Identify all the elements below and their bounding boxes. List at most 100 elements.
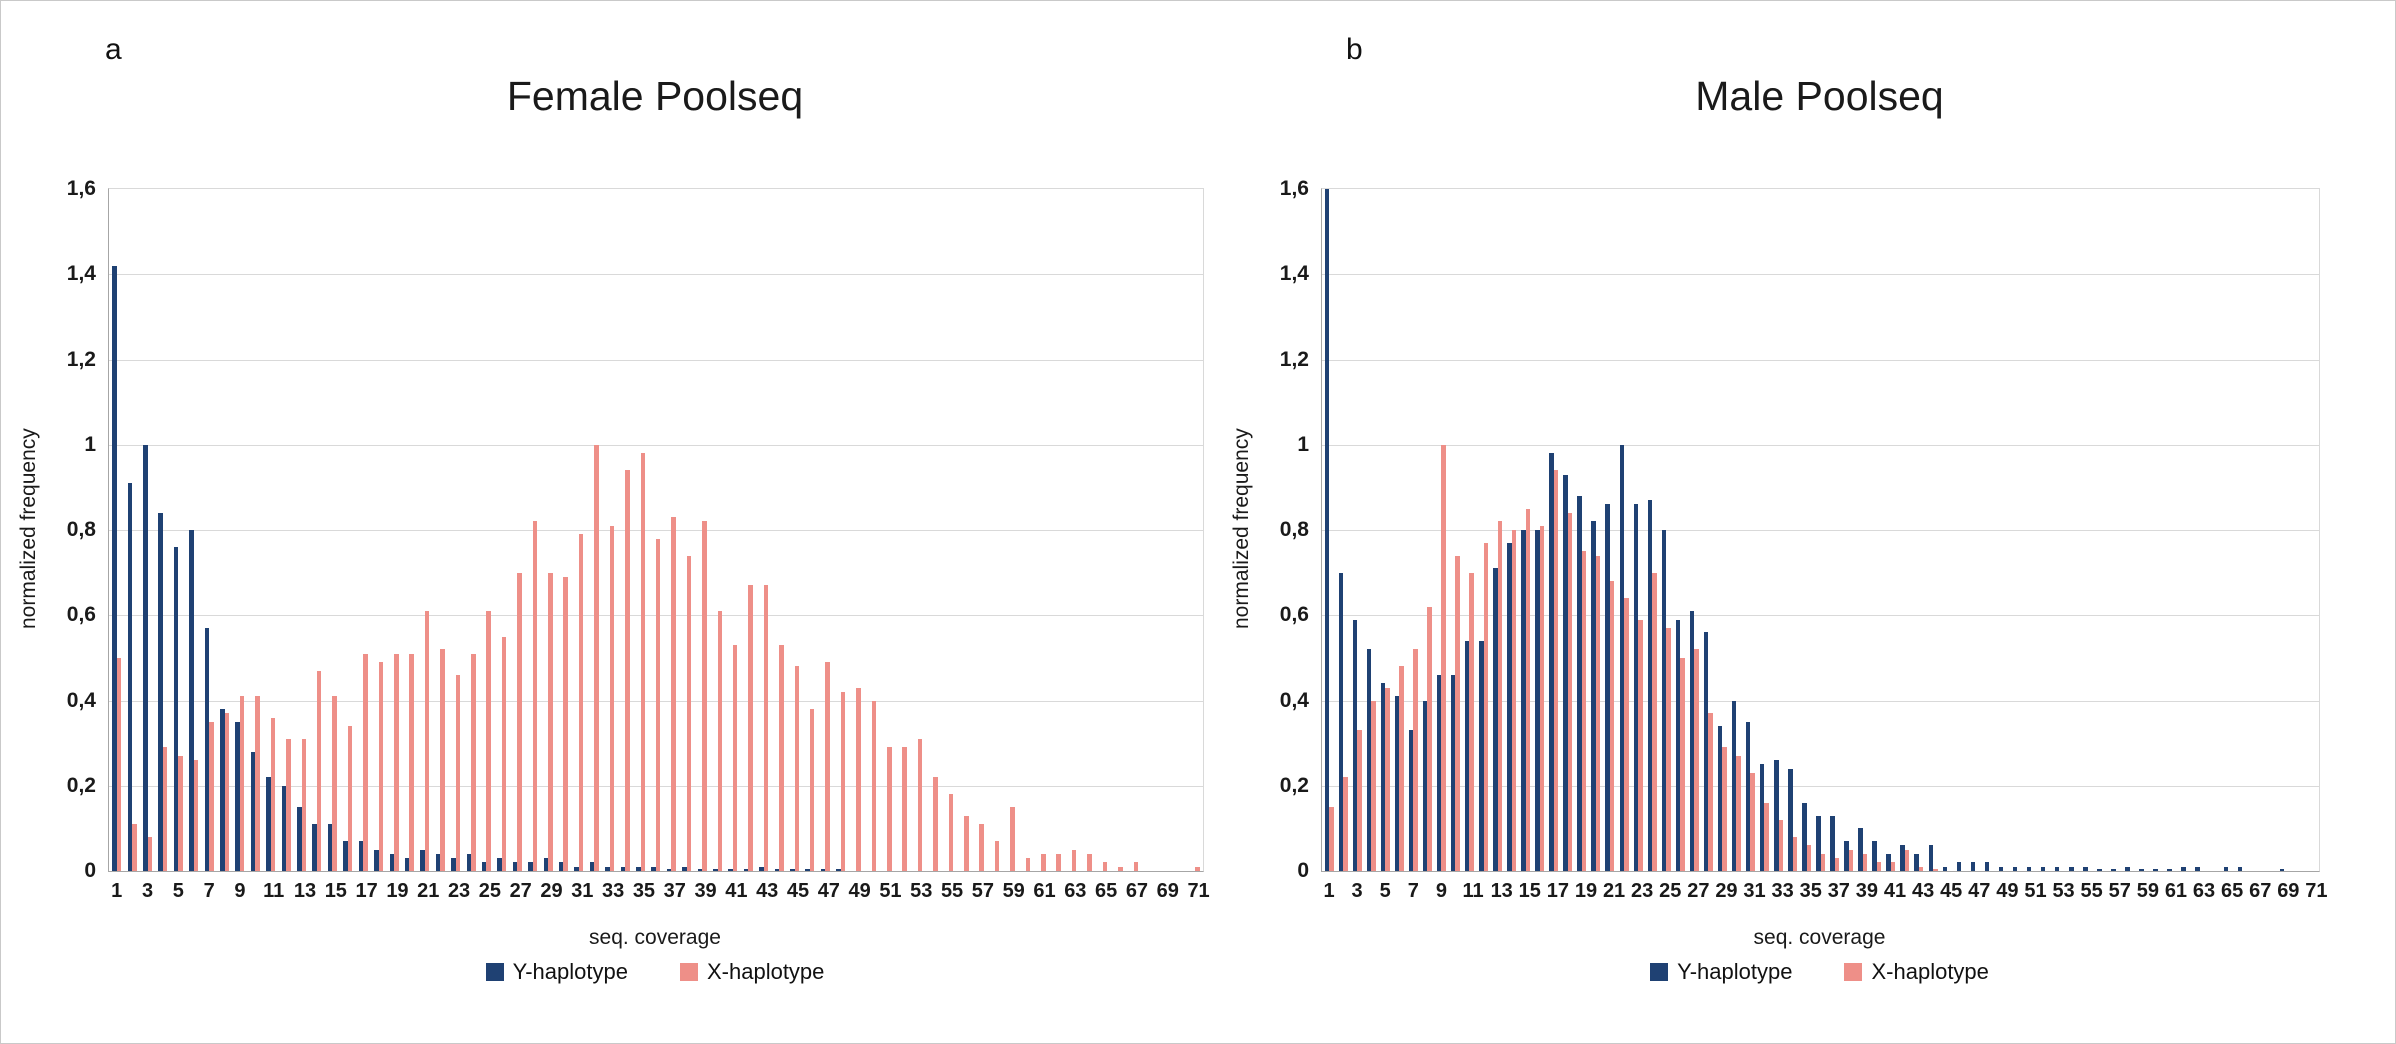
y-haplotype-bar (790, 868, 795, 871)
x-axis-ticks: 1 3 5 7 9 11 13 15 17 19 21 23 25 27 29 31 33 35 37 39 41 43 4… (1322, 880, 2327, 903)
x-haplotype-bar (1862, 853, 1868, 871)
y-haplotype-bar (1324, 189, 1330, 871)
y-haplotype-bar (481, 862, 487, 871)
x-haplotype-bar (1427, 606, 1432, 871)
bar-group (664, 189, 679, 871)
bar-group (1982, 189, 1996, 871)
y-haplotype-bar (2026, 866, 2032, 871)
y-haplotype-bar (759, 866, 764, 871)
plot-area-male: 1,6 1,4 1,2 1 0,8 0,6 0,4 0,2 0 1 3 5 7 9 11 13 15 17 19 21… (1280, 177, 2328, 902)
legend-label: X-haplotype (706, 959, 825, 984)
x-tick-label (556, 880, 571, 903)
bar-group (1673, 189, 1687, 871)
y-haplotype-bar (451, 858, 456, 871)
x-tick-label (1757, 880, 1771, 903)
x-tick-label: 59 (1002, 880, 1025, 902)
x-haplotype-bar (1778, 819, 1784, 871)
x-tick-label: 61 (2164, 880, 2188, 902)
y-tick-label: 1 (84, 432, 96, 456)
x-tick-label (1617, 880, 1631, 903)
y-haplotype-bar (728, 868, 733, 871)
y-haplotype-bar (1942, 866, 1948, 871)
x-tick-label: 45 (1940, 880, 1963, 902)
x-tick-label (1141, 880, 1156, 903)
bar-group (1645, 189, 1659, 871)
x-haplotype-bar (640, 453, 646, 871)
x-tick-label: 51 (2024, 880, 2047, 902)
x-haplotype-bar (1455, 555, 1460, 871)
panel-label-b: b (1346, 33, 1363, 66)
bar-group (1448, 189, 1462, 871)
x-axis-title: seq. coverage (589, 926, 721, 949)
bar-group (1322, 189, 1336, 871)
x-haplotype-bar (1041, 853, 1046, 871)
bar-group (217, 189, 232, 871)
y-haplotype-bar (697, 868, 703, 871)
x-tick-label (1364, 880, 1378, 903)
legend-item-y-haplotype: Y-haplotype (485, 959, 628, 985)
x-tick-label (494, 880, 509, 903)
x-tick-label (1018, 880, 1033, 903)
panel-label-a: a (105, 33, 122, 66)
y-haplotype-bar (374, 849, 379, 871)
x-tick-label: 43 (1911, 880, 1935, 902)
x-tick-label (2179, 880, 2193, 903)
y-haplotype-bar (1970, 862, 1976, 871)
x-tick-label (2038, 880, 2052, 903)
x-tick-label (833, 880, 848, 903)
y-haplotype-bar (1366, 649, 1372, 871)
y-haplotype-bar (1858, 828, 1863, 871)
y-haplotype-bar (189, 530, 194, 871)
x-tick-label (2291, 880, 2305, 903)
x-tick-label (463, 880, 478, 903)
x-tick-label (710, 880, 725, 903)
x-haplotype-bar (455, 674, 461, 871)
x-tick-label (1477, 880, 1491, 903)
x-haplotype-bar (532, 521, 538, 871)
y-haplotype-bar (2097, 868, 2102, 871)
x-tick-label: 27 (1687, 880, 1710, 902)
x-tick-label (864, 880, 879, 903)
x-tick-label (1533, 880, 1547, 903)
bar-group (956, 189, 971, 871)
x-haplotype-bar (548, 572, 553, 871)
bar-group (510, 189, 525, 871)
y-haplotype-bar (127, 483, 133, 871)
x-haplotype-bar (1056, 853, 1061, 871)
x-haplotype-bar (147, 836, 153, 871)
x-tick-label (340, 880, 355, 903)
bar-group (540, 189, 555, 871)
x-haplotype-bar (1694, 649, 1699, 871)
bar-group (340, 189, 355, 871)
y-haplotype-bar (820, 868, 826, 871)
y-haplotype-bar (1689, 611, 1695, 871)
x-tick-label: 53 (910, 880, 933, 902)
y-haplotype-bar (1788, 768, 1793, 871)
bar-group (1968, 189, 1982, 871)
bar-group (294, 189, 309, 871)
x-tick-label: 33 (602, 880, 625, 902)
bar-group (1519, 189, 1533, 871)
x-haplotype-bar (1736, 755, 1741, 871)
x-haplotype-bar (779, 645, 784, 871)
y-haplotype-bar (2279, 868, 2285, 871)
y-haplotype-bar (1844, 841, 1849, 871)
bar-group (1420, 189, 1434, 871)
y-haplotype-bar (1380, 683, 1386, 871)
x-tick-label: 19 (1574, 880, 1598, 902)
bar-group (1617, 189, 1631, 871)
x-tick-label: 3 (141, 880, 154, 902)
x-haplotype-bar (424, 611, 430, 871)
x-haplotype-bar (655, 538, 661, 871)
x-tick-label (2151, 880, 2165, 903)
x-tick-label (1842, 880, 1856, 903)
bar-group (941, 189, 956, 871)
chart-title-male-poolseq: Male Poolseq (1695, 73, 1944, 119)
y-haplotype-bar (558, 862, 564, 871)
x-tick-label: 67 (1125, 880, 1149, 902)
x-tick-label (525, 880, 540, 903)
x-haplotype-bar (702, 521, 707, 871)
bar-group (309, 189, 324, 871)
x-haplotype-bar (1918, 866, 1924, 871)
